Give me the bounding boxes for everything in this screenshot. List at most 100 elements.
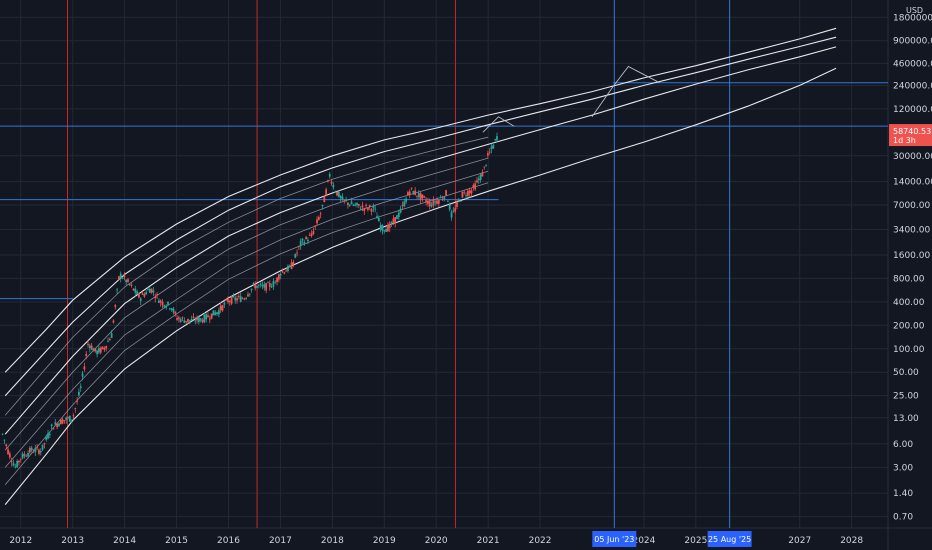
- candle-body: [248, 293, 251, 295]
- candle-body: [439, 197, 442, 199]
- candle-body: [38, 449, 40, 454]
- candle-body: [334, 192, 337, 193]
- candle-body: [325, 189, 328, 196]
- candle-body: [165, 305, 168, 308]
- candle-body: [354, 204, 357, 206]
- band-curve: [4, 36, 837, 397]
- projection-path: [482, 116, 515, 133]
- candle-body: [299, 240, 302, 246]
- candle-body: [277, 274, 280, 280]
- candle-body: [27, 453, 29, 456]
- candle-body: [459, 200, 462, 202]
- candle-body: [119, 273, 122, 279]
- inner-band-curve: [4, 157, 489, 451]
- candle-body: [327, 180, 329, 182]
- candle-body: [67, 417, 69, 419]
- date-marker-badge: [592, 531, 637, 547]
- date-marker-badge: [707, 531, 752, 547]
- candle-body: [310, 233, 313, 236]
- candle-body: [141, 293, 144, 295]
- candle-body: [167, 301, 169, 305]
- candle-body: [163, 305, 166, 308]
- candle-body: [345, 200, 348, 202]
- candle-body: [446, 201, 449, 203]
- candle-body: [359, 208, 362, 210]
- candle-body: [150, 288, 153, 293]
- candle-body: [5, 444, 8, 447]
- candle-body: [330, 181, 333, 184]
- candle-body: [159, 300, 162, 303]
- candle-body: [39, 450, 42, 453]
- candle-body: [210, 313, 213, 319]
- candle-body: [407, 192, 409, 196]
- candle-body: [59, 419, 62, 425]
- candle-body: [416, 195, 418, 197]
- candle-body: [227, 299, 229, 303]
- candle-body: [34, 448, 37, 452]
- y-tick-label: 1800000.00: [893, 13, 932, 23]
- candle-body: [477, 178, 480, 181]
- band-curve: [4, 27, 837, 373]
- candle-body: [245, 297, 248, 299]
- candle-body: [267, 282, 269, 284]
- candle-body: [16, 461, 19, 468]
- candle-body: [372, 205, 375, 209]
- candle-body: [79, 386, 82, 388]
- price-candles: [1, 132, 498, 469]
- candle-body: [276, 277, 278, 282]
- inner-band-curve: [4, 182, 489, 485]
- candle-body: [107, 341, 109, 342]
- candle-body: [307, 239, 309, 242]
- candle-body: [428, 201, 431, 207]
- candle-body: [168, 308, 171, 310]
- x-tick-label: 2019: [373, 536, 396, 546]
- candle-body: [490, 146, 493, 150]
- y-tick-label: 200.00: [893, 321, 925, 331]
- candle-body: [414, 190, 417, 195]
- candle-body: [408, 191, 411, 195]
- y-axis[interactable]: USD 3600000.001800000.00900000.00460000.…: [893, 0, 932, 523]
- candle-body: [456, 202, 458, 207]
- candle-body: [290, 262, 293, 270]
- candle-body: [239, 296, 242, 302]
- candle-body: [443, 196, 446, 200]
- candle-body: [28, 447, 31, 453]
- candle-body: [323, 196, 326, 203]
- candle-body: [274, 282, 277, 284]
- y-tick-label: 900000.00: [893, 37, 932, 47]
- candle-body: [437, 199, 440, 204]
- candle-body: [317, 217, 320, 220]
- candle-body: [201, 320, 204, 323]
- candle-body: [430, 204, 433, 207]
- candle-body: [272, 281, 275, 287]
- candle-body: [256, 285, 258, 288]
- candle-body: [448, 204, 451, 210]
- x-axis[interactable]: 2012 2013 2014 2015 2016 2017 2018 2019 2020 2021…: [9, 536, 863, 546]
- candle-body: [134, 288, 137, 293]
- candle-body: [387, 224, 389, 232]
- candle-body: [365, 205, 368, 206]
- candle-body: [243, 298, 246, 300]
- candle-body: [339, 196, 342, 198]
- candle-body: [101, 346, 104, 349]
- candle-body: [319, 213, 322, 215]
- candle-body: [237, 296, 240, 298]
- candle-body: [45, 436, 48, 440]
- candle-body: [405, 198, 407, 202]
- y-tick-label: 50.00: [893, 368, 919, 378]
- candle-body: [192, 316, 195, 318]
- candle-body: [287, 265, 289, 272]
- candle-body: [350, 201, 353, 205]
- x-tick-label: 2016: [217, 536, 240, 546]
- candle-body: [108, 338, 111, 341]
- candle-body: [19, 458, 22, 460]
- candle-body: [341, 196, 344, 201]
- band-curve: [4, 67, 837, 505]
- candle-body: [427, 200, 429, 204]
- current-price-label: 58740.53: [893, 127, 931, 136]
- candle-body: [417, 193, 420, 198]
- candle-body: [247, 294, 249, 297]
- candle-body: [7, 449, 9, 454]
